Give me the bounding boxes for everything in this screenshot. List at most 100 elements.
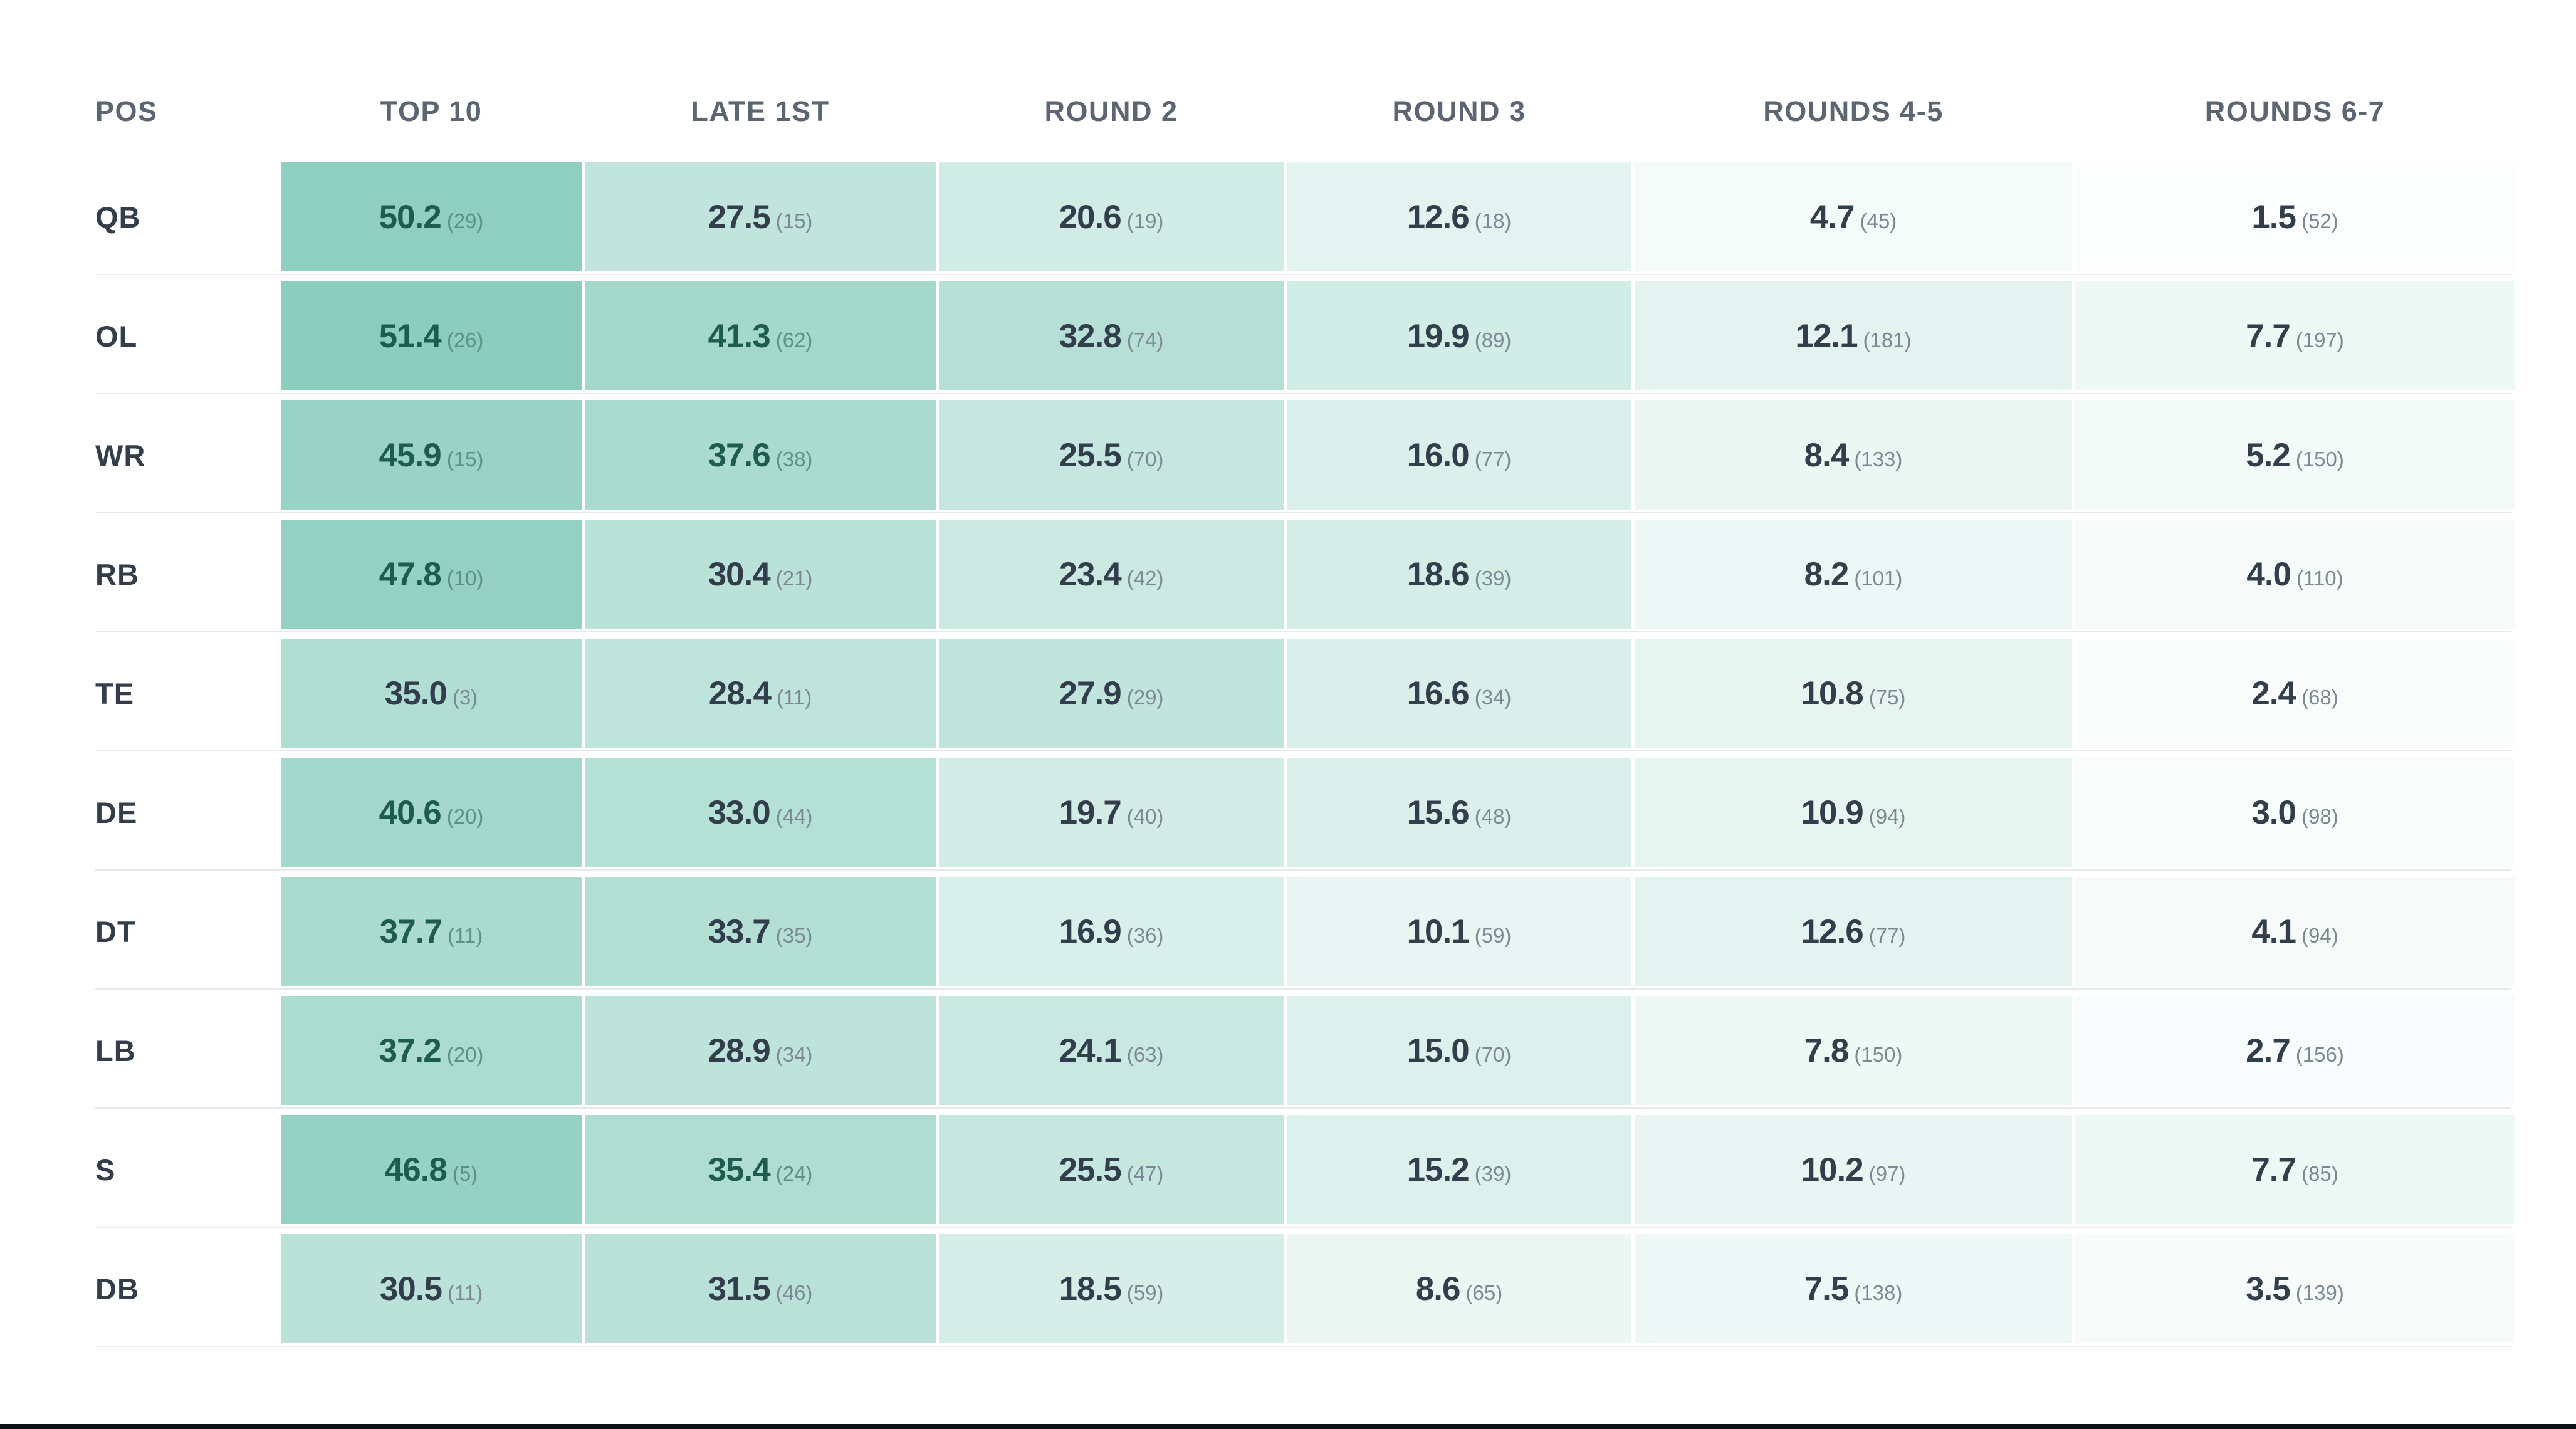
cell-count: (68) (2301, 685, 2338, 709)
heat-cell: 37.2 (20) (281, 996, 582, 1105)
heatmap-row-lb: LB 37.2 (20) 28.9 (34) 24.1 (63) 15.0 (70) 7.8 (15… (0, 996, 2515, 1105)
cell-percentage: 8.6 (1415, 1270, 1461, 1307)
cell-percentage: 18.6 (1406, 555, 1470, 593)
cell-values: 15.0 (70) (1407, 1032, 1512, 1070)
heat-cell: 50.2 (29) (281, 162, 582, 271)
cell-values: 25.5 (70) (1059, 436, 1164, 474)
heat-cell: 30.5 (11) (281, 1234, 582, 1343)
cell-percentage: 8.4 (1804, 436, 1850, 474)
cell-count: (35) (775, 923, 813, 947)
cell-percentage: 1.5 (2251, 198, 2296, 236)
cell-percentage: 37.6 (708, 436, 771, 474)
cell-count: (74) (1126, 328, 1164, 352)
cell-percentage: 32.8 (1059, 317, 1122, 355)
heat-cell: 40.6 (20) (281, 758, 582, 867)
heat-cell: 7.7 (85) (2075, 1115, 2515, 1224)
cell-count: (77) (1868, 923, 1906, 947)
heat-cell: 10.2 (97) (1635, 1115, 2072, 1224)
heat-cell: 33.0 (44) (585, 758, 936, 867)
heat-cell: 15.6 (48) (1287, 758, 1631, 867)
cell-values: 10.8 (75) (1801, 674, 1906, 713)
heat-cell: 16.6 (34) (1287, 639, 1631, 748)
heat-cell: 35.0 (3) (281, 639, 582, 748)
cell-count: (21) (775, 566, 813, 590)
cell-values: 1.5 (52) (2251, 198, 2338, 236)
cell-percentage: 10.1 (1406, 913, 1470, 950)
row-divider (0, 748, 2511, 758)
cell-percentage: 12.6 (1801, 913, 1864, 950)
cell-percentage: 19.7 (1059, 793, 1122, 831)
cell-count: (10) (446, 566, 484, 590)
heat-cell: 35.4 (24) (585, 1115, 936, 1224)
cell-count: (110) (2296, 566, 2343, 590)
cell-count: (44) (775, 804, 813, 828)
cell-count: (36) (1126, 923, 1164, 947)
cell-values: 8.4 (133) (1804, 436, 1903, 474)
heat-cell: 24.1 (63) (939, 996, 1284, 1105)
cell-percentage: 7.7 (2246, 317, 2291, 355)
cell-percentage: 24.1 (1059, 1032, 1122, 1069)
cell-values: 3.5 (139) (2246, 1270, 2344, 1308)
cell-percentage: 40.6 (379, 793, 442, 831)
cell-values: 30.5 (11) (380, 1270, 483, 1308)
cell-count: (42) (1126, 566, 1164, 590)
cell-count: (5) (452, 1161, 478, 1185)
heat-cell: 4.7 (45) (1635, 162, 2072, 271)
heat-cell: 5.2 (150) (2075, 400, 2515, 510)
cell-percentage: 15.6 (1406, 793, 1470, 831)
heatmap-row-s: S 46.8 (5) 35.4 (24) 25.5 (47) 15.2 (39) 10.2 (97)… (0, 1115, 2515, 1224)
cell-values: 19.7 (40) (1059, 793, 1164, 832)
heatmap-row-db: DB 30.5 (11) 31.5 (46) 18.5 (59) 8.6 (65) 7.5 (138… (0, 1234, 2515, 1343)
cell-values: 8.2 (101) (1804, 555, 1903, 594)
cell-count: (47) (1126, 1161, 1164, 1185)
cell-percentage: 16.6 (1406, 674, 1470, 712)
heat-cell: 32.8 (74) (939, 281, 1284, 390)
cell-count: (15) (775, 209, 813, 233)
heat-cell: 2.7 (156) (2075, 996, 2515, 1105)
cell-percentage: 15.0 (1406, 1032, 1470, 1069)
cell-percentage: 33.0 (708, 793, 771, 831)
bottom-edge-bar (0, 1424, 2576, 1429)
cell-percentage: 37.2 (379, 1032, 442, 1069)
cell-percentage: 50.2 (379, 198, 442, 236)
cell-values: 19.9 (89) (1407, 317, 1512, 355)
heat-cell: 10.9 (94) (1635, 758, 2072, 867)
cell-percentage: 7.5 (1804, 1270, 1850, 1307)
cell-percentage: 12.1 (1795, 317, 1858, 355)
cell-values: 4.1 (94) (2251, 913, 2338, 951)
draft-position-heatmap-table: POS TOP 10 LATE 1ST ROUND 2 ROUND 3 ROUN… (0, 95, 2515, 1353)
heat-cell: 8.2 (101) (1635, 520, 2072, 629)
heat-cell: 3.0 (98) (2075, 758, 2515, 867)
col-header-late1st: LATE 1ST (691, 95, 830, 127)
cell-values: 24.1 (63) (1059, 1032, 1164, 1070)
heat-cell: 19.7 (40) (939, 758, 1284, 867)
heat-cell: 8.4 (133) (1635, 400, 2072, 510)
heatmap-row-rb: RB 47.8 (10) 30.4 (21) 23.4 (42) 18.6 (39) 8.2 (10… (0, 520, 2515, 629)
cell-values: 20.6 (19) (1059, 198, 1164, 236)
cell-values: 7.8 (150) (1804, 1032, 1903, 1070)
pos-label: QB (95, 200, 141, 234)
cell-values: 12.1 (181) (1795, 317, 1911, 355)
heat-cell: 10.8 (75) (1635, 639, 2072, 748)
heat-cell: 4.1 (94) (2075, 877, 2515, 986)
cell-values: 2.7 (156) (2246, 1032, 2344, 1070)
cell-values: 32.8 (74) (1059, 317, 1164, 355)
cell-count: (18) (1474, 209, 1512, 233)
cell-values: 30.4 (21) (708, 555, 813, 594)
cell-values: 4.0 (110) (2246, 555, 2343, 594)
cell-count: (38) (775, 447, 813, 471)
cell-values: 27.5 (15) (708, 198, 813, 236)
pos-label: TE (95, 676, 135, 710)
cell-count: (94) (1868, 804, 1906, 828)
cell-values: 5.2 (150) (2246, 436, 2344, 474)
cell-values: 37.2 (20) (379, 1032, 484, 1070)
row-divider (0, 1343, 2511, 1353)
cell-values: 45.9 (15) (379, 436, 484, 474)
cell-percentage: 33.7 (708, 913, 771, 950)
cell-values: 8.6 (65) (1416, 1270, 1502, 1308)
heat-cell: 20.6 (19) (939, 162, 1284, 271)
cell-percentage: 18.5 (1059, 1270, 1122, 1307)
heat-cell: 51.4 (26) (281, 281, 582, 390)
cell-values: 50.2 (29) (379, 198, 484, 236)
heat-cell: 27.9 (29) (939, 639, 1284, 748)
